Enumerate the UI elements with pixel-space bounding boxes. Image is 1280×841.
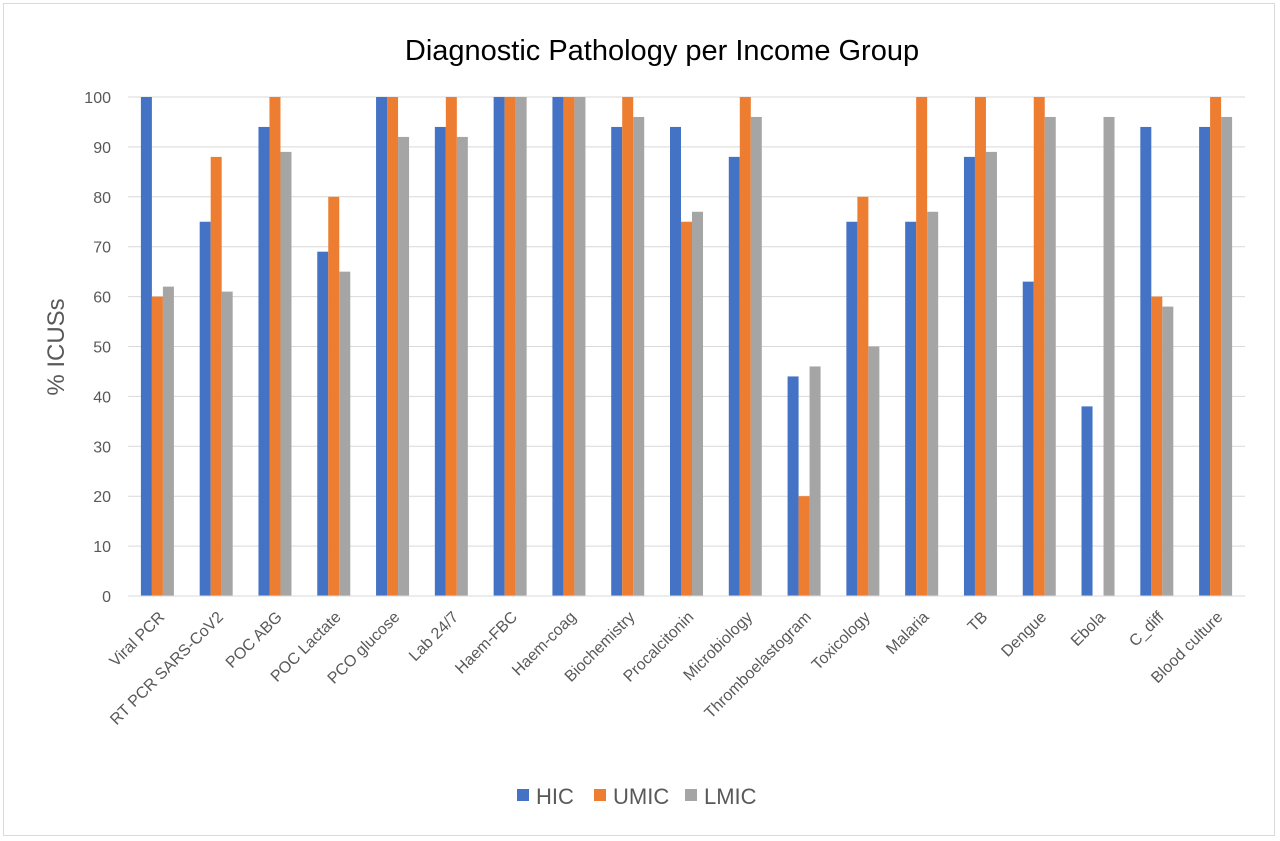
y-tick-label: 60: [93, 290, 111, 307]
legend-swatch: [594, 789, 606, 801]
bar-hic: [728, 156, 740, 596]
legend-item-umic: UMIC: [594, 784, 669, 809]
y-tick-label: 10: [93, 539, 111, 556]
bar-hic: [317, 251, 329, 596]
bar-lmic: [1103, 116, 1115, 597]
x-tick-label: TB: [965, 609, 991, 635]
bar-umic: [563, 97, 575, 596]
legend-label: HIC: [536, 784, 574, 809]
bar-lmic: [456, 136, 468, 597]
bar-lmic: [1044, 116, 1056, 597]
bar-hic: [963, 156, 975, 596]
bar-umic: [387, 97, 399, 596]
y-tick-label: 80: [93, 190, 111, 207]
bar-umic: [151, 296, 163, 596]
legend-swatch: [517, 789, 529, 801]
bar-lmic: [750, 116, 762, 597]
y-tick-label: 50: [93, 340, 111, 357]
x-tick-label: Thromboelastogram: [702, 609, 815, 722]
legend-label: LMIC: [704, 784, 757, 809]
x-tick-label: Malaria: [883, 609, 932, 658]
bar-hic: [1081, 406, 1093, 596]
bar-umic: [1210, 97, 1222, 596]
legend-swatch: [685, 789, 697, 801]
bar-umic: [1151, 296, 1163, 596]
bar-lmic: [574, 97, 586, 596]
y-tick-label: 100: [84, 90, 111, 107]
bar-lmic: [221, 291, 233, 596]
bar-hic: [1140, 126, 1152, 596]
bar-lmic: [162, 286, 174, 596]
bar-umic: [622, 97, 634, 596]
legend: HIC UMIC LMIC: [517, 784, 757, 809]
bar-hic: [140, 97, 152, 596]
bar-hic: [434, 126, 446, 596]
bar-hic: [199, 221, 211, 596]
bar-lmic: [692, 211, 703, 596]
bar-hic: [1199, 126, 1211, 596]
bar-umic: [974, 97, 986, 596]
bar-umic: [739, 97, 751, 596]
x-tick-label: Ebola: [1068, 609, 1109, 650]
bar-umic: [269, 97, 281, 596]
bar-umic: [328, 196, 340, 597]
y-tick-label: 20: [93, 489, 111, 506]
chart-title: Diagnostic Pathology per Income Group: [405, 35, 919, 67]
bar-lmic: [280, 151, 292, 596]
y-tick-label: 40: [93, 389, 111, 406]
bar-lmic: [927, 211, 939, 596]
bar-hic: [552, 97, 564, 596]
x-tick-label: Viral PCR: [107, 609, 168, 670]
bar-lmic: [809, 366, 821, 596]
bar-umic: [504, 97, 516, 596]
y-axis-label: % ICUSs: [43, 298, 70, 395]
bar-lmic: [339, 271, 351, 596]
bar-hic: [1022, 281, 1034, 596]
x-tick-label: Dengue: [998, 609, 1050, 661]
bar-umic: [916, 97, 928, 596]
y-tick-label: 30: [93, 439, 111, 456]
x-tick-label: C_diff: [1126, 608, 1168, 650]
bar-lmic: [398, 136, 410, 597]
bar-lmic: [868, 346, 880, 596]
x-tick-label: Toxicology: [809, 609, 874, 674]
bar-hic: [376, 97, 388, 596]
bar-hic: [787, 376, 799, 596]
bar-hic: [670, 126, 681, 596]
bar-hic: [905, 221, 917, 596]
bar-lmic: [515, 97, 527, 596]
bar-lmic: [633, 116, 645, 597]
legend-item-lmic: LMIC: [685, 784, 757, 809]
bars: [140, 97, 1233, 597]
y-tick-label: 0: [102, 589, 111, 606]
bar-umic: [857, 196, 869, 597]
x-tick-label: RT PCR SARS-CoV2: [107, 609, 227, 729]
x-tick-label: POC ABG: [223, 609, 286, 672]
bar-hic: [611, 126, 623, 596]
bar-hic: [493, 97, 505, 596]
bar-hic: [258, 126, 270, 596]
bar-umic: [798, 496, 810, 596]
x-tick-label: Lab 24/7: [406, 609, 462, 665]
bar-lmic: [985, 151, 997, 596]
bar-lmic: [1162, 306, 1174, 596]
gridlines: [128, 96, 1245, 547]
bar-umic: [210, 156, 222, 596]
bar-umic: [681, 221, 692, 596]
legend-item-hic: HIC: [517, 784, 574, 809]
y-tick-labels: 0 10 20 30 40 50 60 70 80 90 100: [84, 90, 111, 606]
legend-label: UMIC: [613, 784, 669, 809]
bar-lmic: [1221, 116, 1233, 597]
y-tick-label: 70: [93, 240, 111, 257]
bar-umic: [445, 97, 457, 596]
y-tick-label: 90: [93, 140, 111, 157]
bar-umic: [1033, 97, 1045, 596]
bar-hic: [846, 221, 858, 596]
